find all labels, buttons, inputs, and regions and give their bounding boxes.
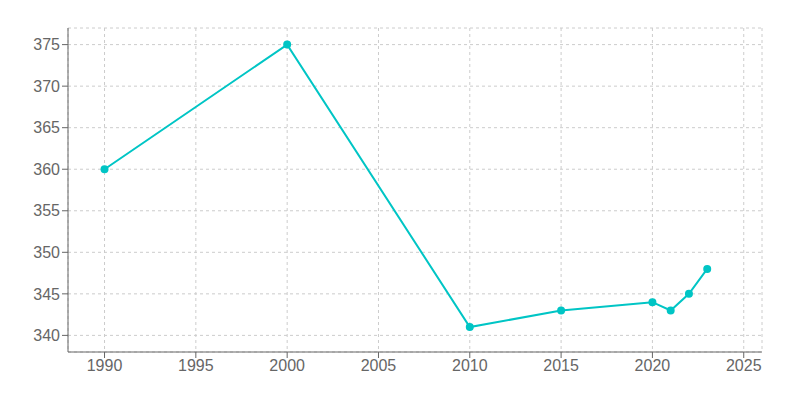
svg-text:2015: 2015 — [543, 357, 579, 374]
svg-text:1995: 1995 — [178, 357, 214, 374]
svg-text:370: 370 — [33, 78, 60, 95]
svg-text:355: 355 — [33, 202, 60, 219]
svg-text:2000: 2000 — [269, 357, 305, 374]
svg-text:360: 360 — [33, 161, 60, 178]
svg-text:2005: 2005 — [361, 357, 397, 374]
svg-text:345: 345 — [33, 286, 60, 303]
svg-text:340: 340 — [33, 327, 60, 344]
svg-text:2010: 2010 — [452, 357, 488, 374]
svg-text:2020: 2020 — [635, 357, 671, 374]
svg-text:350: 350 — [33, 244, 60, 261]
svg-text:375: 375 — [33, 36, 60, 53]
svg-text:1990: 1990 — [87, 357, 123, 374]
svg-text:365: 365 — [33, 119, 60, 136]
svg-text:2025: 2025 — [726, 357, 762, 374]
